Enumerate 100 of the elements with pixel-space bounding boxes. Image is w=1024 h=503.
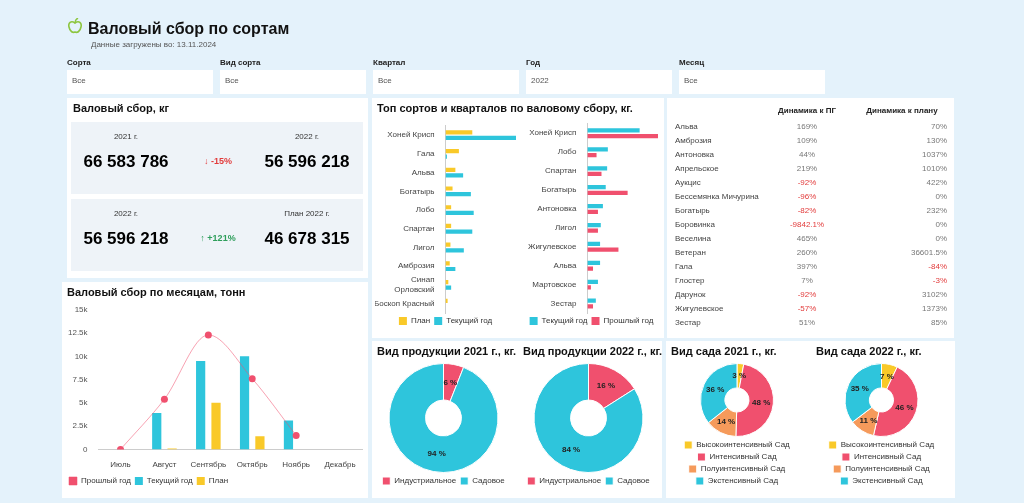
- legend-label: План: [410, 316, 431, 326]
- data-label: 11 %: [859, 415, 878, 425]
- y-tick-label: Боскоп Красный: [374, 298, 435, 308]
- x-tick-label: Июль: [110, 460, 131, 470]
- data-label: 14 %: [716, 416, 736, 426]
- legend-label: Экстенсивный Сад: [852, 476, 923, 486]
- bar: [445, 130, 473, 135]
- y-tick-label: Синап Орловский: [394, 275, 435, 294]
- bar: [587, 203, 603, 209]
- y-tick-label: 7.5k: [72, 374, 89, 384]
- category-label: Веселина: [675, 234, 711, 243]
- y-tick-label: Альва: [411, 167, 436, 177]
- legend-label: Интенсивный Сад: [853, 452, 922, 462]
- category-label: Глостер: [675, 276, 705, 285]
- category-label: Ветеран: [675, 248, 706, 257]
- data-label: 3102%: [921, 290, 947, 299]
- data-label: 219%: [795, 164, 819, 173]
- legend-label: Текущий год: [541, 316, 588, 326]
- category-label: Альва: [675, 122, 698, 131]
- chart-title: Вид сада 2022 г., кг.: [816, 345, 922, 357]
- x-tick-label: Август: [152, 460, 177, 470]
- text: Год: [526, 58, 540, 67]
- category-label: Бессемянка Мичурина: [675, 192, 759, 201]
- bar: [587, 222, 601, 228]
- data-label: 35 %: [850, 384, 869, 394]
- y-tick-label: 0: [83, 444, 89, 454]
- bar: [587, 304, 594, 309]
- y-tick-label: Хоней Крисп: [387, 130, 435, 140]
- data-label: 260%: [795, 248, 819, 257]
- data-label: 6 %: [443, 377, 458, 387]
- text: 2022 г.: [293, 132, 321, 141]
- data-label: 7%: [800, 276, 814, 285]
- bar: [587, 128, 640, 133]
- bar: [587, 266, 594, 271]
- y-tick-label: 2.5k: [72, 421, 89, 431]
- y-tick-label: Спартан: [403, 223, 435, 233]
- text: Сорта: [67, 58, 91, 67]
- text: 56 596 218: [263, 152, 351, 172]
- bar: [152, 413, 162, 450]
- data-label: -92%: [796, 290, 818, 299]
- y-tick-label: 5k: [79, 398, 89, 408]
- text: Данные загружены во: 13.11.2024: [91, 40, 217, 49]
- category-label: Апрельское: [675, 164, 719, 173]
- text: Квартал: [373, 58, 406, 67]
- legend-label: Текущий год: [146, 476, 194, 486]
- bar: [587, 152, 597, 158]
- data-label: 397%: [795, 262, 819, 271]
- category-label: Дарунок: [675, 290, 706, 299]
- data-label: 85%: [930, 318, 947, 327]
- data-label: 0%: [934, 234, 947, 243]
- bar: [196, 360, 206, 450]
- bar: [211, 402, 221, 450]
- y-tick-label: Антоновка: [537, 204, 577, 214]
- bar: [445, 173, 464, 178]
- bar: [255, 436, 265, 450]
- text: Все: [225, 76, 239, 85]
- bar: [445, 192, 471, 197]
- text: Динамика к плану: [865, 106, 939, 115]
- bar: [587, 247, 619, 252]
- bar: [239, 356, 250, 450]
- y-tick-label: Хоней Крисп: [529, 128, 577, 138]
- chart-title: Вид продукции 2022 г., кг.: [523, 345, 662, 357]
- data-label: 465%: [795, 234, 819, 243]
- bar: [587, 147, 608, 152]
- bar: [445, 148, 459, 154]
- text: Вид сорта: [220, 58, 261, 67]
- data-label: 51%: [798, 318, 816, 327]
- x-tick-label: Октябрь: [236, 460, 268, 470]
- data-label: 48 %: [752, 397, 771, 407]
- bar: [587, 185, 606, 190]
- y-tick-label: Богатырь: [399, 186, 435, 196]
- y-tick-label: 12.5k: [67, 328, 89, 338]
- legend-label: Полуинтенсивный Сад: [845, 464, 931, 474]
- y-tick-label: Гала: [417, 149, 436, 159]
- point: [204, 331, 212, 339]
- bar: [445, 248, 464, 253]
- data-label: -9842.1%: [788, 220, 826, 229]
- data-label: 1037%: [921, 150, 947, 159]
- legend-label: Прошлый год: [603, 316, 654, 326]
- text: Валовый сбор по сортам: [88, 20, 290, 38]
- text: 46 678 315: [263, 229, 351, 249]
- data-label: 1010%: [921, 164, 947, 173]
- text: 2022: [531, 76, 549, 85]
- data-label: -84%: [927, 262, 947, 271]
- legend-label: Индустриальное: [539, 476, 602, 486]
- chart-title: Валовый сбор по месяцам, тонн: [67, 286, 246, 298]
- category-label: Антоновка: [675, 150, 715, 159]
- data-label: 70%: [930, 122, 947, 131]
- bar: [445, 135, 516, 141]
- category-label: Боровинка: [675, 220, 715, 229]
- text: Все: [684, 76, 698, 85]
- y-tick-label: Зестар: [550, 298, 577, 308]
- y-tick-label: Альва: [553, 260, 577, 270]
- data-label: 1373%: [921, 304, 947, 313]
- y-tick-label: Лигол: [413, 242, 435, 252]
- text: Валовый сбор, кг: [73, 102, 170, 114]
- bar: [445, 229, 473, 234]
- data-label: -82%: [796, 206, 818, 215]
- y-tick-label: Мартовское: [532, 279, 577, 289]
- data-label: 0%: [934, 220, 947, 229]
